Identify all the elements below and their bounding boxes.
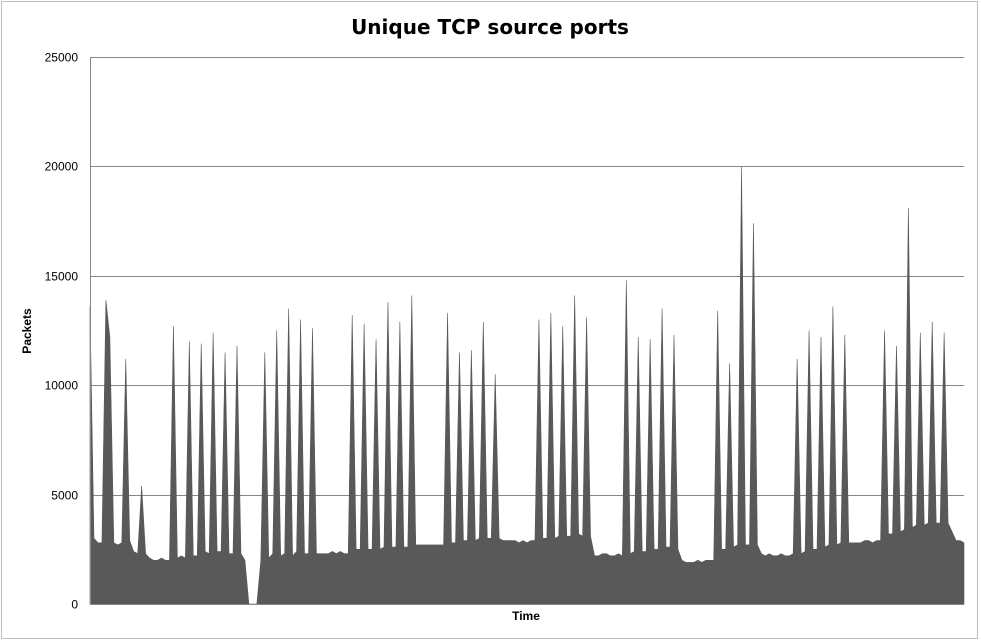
y-tick-label: 20000 — [45, 160, 79, 174]
y-tick-label: 25000 — [45, 51, 79, 65]
plot-area — [89, 166, 965, 605]
chart-title: Unique TCP source ports — [351, 15, 629, 39]
y-axis-tick-labels: 0 5000 10000 15000 20000 25000 — [45, 51, 79, 612]
y-tick-label: 10000 — [45, 379, 79, 393]
y-axis-title: Packets — [20, 308, 34, 354]
x-axis-title: Time — [512, 609, 540, 623]
y-tick-label: 5000 — [51, 489, 78, 503]
y-tick-label: 15000 — [45, 270, 79, 284]
y-tick-label: 0 — [71, 598, 78, 612]
area-series-0 — [89, 166, 965, 605]
